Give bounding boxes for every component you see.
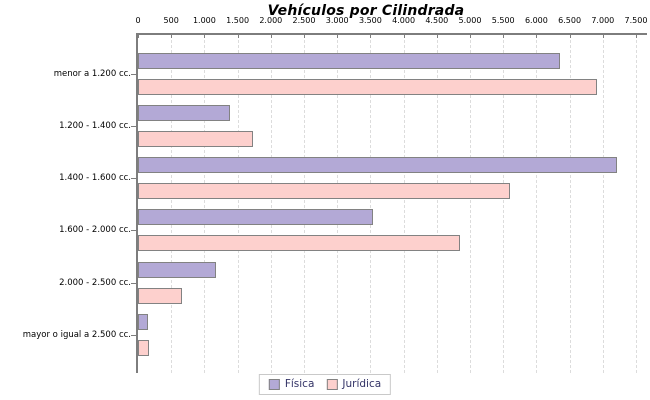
bar-fisica [138,52,560,69]
x-tick-label: 4.500 [425,16,449,25]
gridline [337,35,339,373]
x-tick-label: 3.000 [325,16,349,25]
chart-title: Vehículos por Cilindrada [267,3,465,19]
category-label: mayor o igual a 2.500 cc. [22,330,131,340]
legend-label: Física [284,378,315,391]
category-label: 1.400 - 1.600 cc. [59,173,131,184]
gridline [569,35,571,373]
x-tick-mark [270,33,272,38]
x-tick-mark [602,33,604,38]
x-tick-label: 1.000 [192,16,216,25]
x-tick-mark [237,33,239,38]
bar-fisica [138,157,618,174]
bar-fisica [138,314,149,330]
x-tick-mark [204,33,206,38]
bar-juridica [138,235,461,252]
category-tick-mark [131,335,136,336]
bar-juridica [138,78,597,95]
x-tick-label: 1.500 [226,16,250,25]
category-label: 1.200 - 1.400 cc. [59,120,131,131]
category-tick-mark [131,73,136,75]
category-label: menor a 1.200 cc. [53,68,131,79]
x-tick-label: 7.000 [591,16,615,25]
gridline [636,35,637,373]
x-tick-mark [536,33,538,38]
category-tick-mark [131,230,136,232]
category-label: 1.600 - 2.000 cc. [59,225,131,236]
x-tick-mark [503,33,505,38]
category-tick-mark [131,178,136,180]
x-tick-mark [337,33,339,38]
x-tick-mark [138,33,139,38]
x-tick-label: 5.000 [458,16,482,25]
legend: Física Jurídica [258,374,392,395]
x-tick-mark [171,33,173,38]
gridline [237,35,239,373]
category-tick-mark [131,125,136,127]
bar-fisica [138,104,231,121]
bar-juridica [138,287,183,304]
gridline [436,35,438,373]
bar-juridica [138,183,510,200]
x-tick-label: 4.000 [392,16,416,25]
x-tick-mark [370,33,372,38]
x-tick-mark [436,33,438,38]
y-axis-line [136,33,138,373]
legend-label: Jurídica [342,378,382,391]
bar-juridica [138,130,253,147]
x-tick-label: 7.500 [624,16,648,25]
x-tick-label: 0 [135,16,141,25]
gridline [536,35,538,373]
x-tick-label: 2.000 [259,16,283,25]
gridline [403,35,405,373]
gridline [270,35,272,373]
legend-item: Física [268,378,315,391]
x-tick-mark [403,33,405,38]
gridline [470,35,471,373]
legend-item: Jurídica [326,379,381,390]
x-tick-label: 6.000 [524,16,548,25]
gridline [370,35,372,373]
gridline [503,35,505,373]
x-tick-label: 5.500 [491,16,515,25]
bar-fisica [138,261,216,278]
bar-juridica [138,340,149,356]
x-tick-mark [569,33,571,38]
gridline [204,35,206,373]
gridline [602,35,604,373]
gridline [171,35,173,373]
legend-swatch-icon [326,379,338,390]
category-label: 2.000 - 2.500 cc. [59,277,131,288]
x-tick-label: 6.500 [558,16,582,25]
category-tick-mark [131,282,136,284]
legend-swatch-icon [268,379,280,390]
bar-fisica [138,209,374,226]
x-tick-mark [304,33,305,38]
x-tick-label: 2.500 [292,16,316,25]
gridline [304,35,305,373]
x-tick-mark [636,33,637,38]
x-tick-label: 3.500 [358,16,382,25]
x-tick-label: 500 [163,16,179,25]
x-axis-line [136,33,647,35]
x-tick-mark [470,33,471,38]
